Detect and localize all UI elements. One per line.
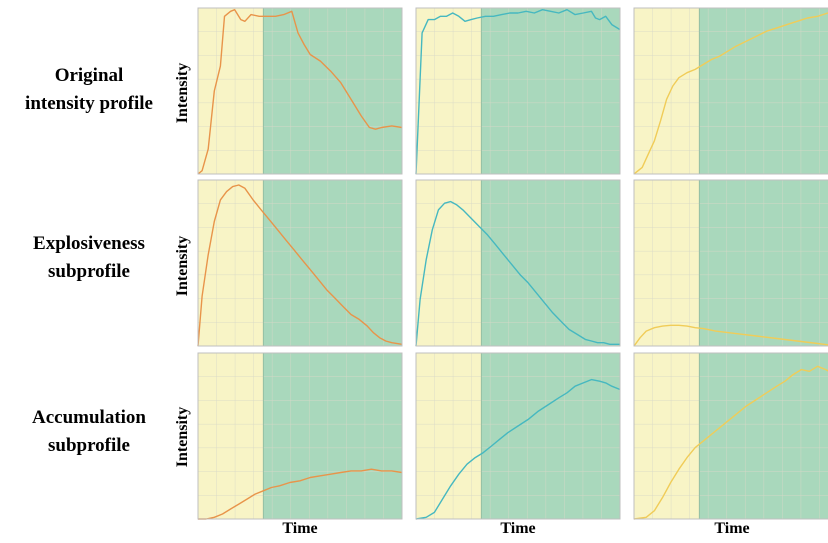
chart-panel-r1-c3	[633, 7, 828, 175]
phase-1-background	[634, 180, 700, 346]
panel-frame	[415, 352, 621, 520]
panel-frame	[633, 7, 828, 175]
row-label-original-line2: intensity profile	[25, 93, 153, 114]
panel-frame	[415, 7, 621, 175]
panel-frame	[197, 179, 403, 347]
row-label-accumulation-line1: Accumulation	[32, 407, 146, 428]
panel-frame	[633, 352, 828, 520]
chart-panel-r3-c2	[415, 352, 621, 520]
chart-panel-r1-c2	[415, 7, 621, 175]
panel-frame	[197, 7, 403, 175]
row-label-accumulation: Accumulation subprofile	[0, 404, 178, 460]
chart-panel-r2-c2	[415, 179, 621, 347]
series-line	[633, 12, 828, 175]
chart-panel-r2-c1	[197, 179, 403, 347]
series-line	[415, 200, 620, 347]
x-axis-label-col2: Time	[500, 520, 536, 537]
chart-panel-r2-c3	[633, 179, 828, 347]
phase-2-background	[263, 8, 402, 174]
row-label-explosiveness: Explosiveness subprofile	[0, 230, 178, 286]
row-label-explosiveness-line2: subprofile	[47, 261, 130, 282]
phase-1-background	[416, 180, 482, 346]
chart-panel-r3-c1	[197, 352, 403, 520]
row-label-explosiveness-line1: Explosiveness	[33, 233, 145, 254]
phase-2-background	[263, 353, 402, 519]
phase-1-background	[416, 353, 482, 519]
x-axis-label-col3: Time	[714, 520, 750, 537]
series-line	[633, 365, 828, 520]
chart-panel-r1-c1	[197, 7, 403, 175]
series-line	[197, 8, 403, 175]
phase-1-background	[198, 180, 264, 346]
panel-frame	[197, 352, 403, 520]
phase-1-background	[198, 353, 264, 519]
x-axis-label-col1: Time	[282, 520, 318, 537]
phase-1-background	[634, 8, 700, 174]
series-line	[198, 468, 403, 520]
chart-panel-r3-c3	[633, 352, 828, 520]
panel-frame	[415, 179, 621, 347]
phase-1-background	[416, 8, 482, 174]
phase-2-background	[481, 8, 620, 174]
series-line	[197, 184, 403, 347]
phase-2-background	[481, 353, 620, 519]
row-label-original: Original intensity profile	[0, 62, 178, 118]
phase-2-background	[263, 180, 402, 346]
series-line	[415, 8, 621, 175]
row-label-accumulation-line2: subprofile	[47, 435, 130, 456]
series-line	[633, 324, 828, 347]
panel-frame	[633, 179, 828, 347]
series-line	[415, 378, 621, 520]
row-label-original-line1: Original	[54, 65, 124, 86]
phase-2-background	[481, 180, 620, 346]
